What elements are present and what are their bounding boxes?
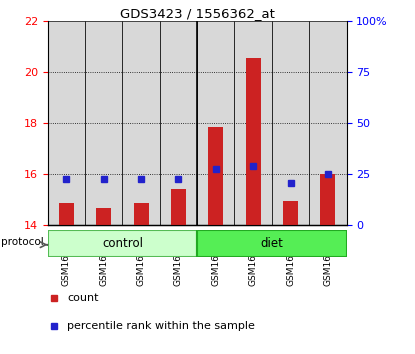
Bar <box>96 208 111 225</box>
Text: diet: diet <box>260 237 283 250</box>
Text: protocol: protocol <box>1 237 44 247</box>
Title: GDS3423 / 1556362_at: GDS3423 / 1556362_at <box>120 7 275 20</box>
Text: count: count <box>67 292 99 303</box>
Bar <box>85 21 122 225</box>
Bar <box>272 21 309 225</box>
Bar <box>283 201 298 225</box>
Text: control: control <box>102 237 143 250</box>
Bar <box>160 21 197 225</box>
Bar <box>48 21 85 225</box>
Text: percentile rank within the sample: percentile rank within the sample <box>67 320 255 331</box>
Bar <box>234 21 272 225</box>
Bar <box>171 189 186 225</box>
Bar <box>320 174 335 225</box>
Bar <box>309 21 347 225</box>
Bar <box>59 203 74 225</box>
FancyBboxPatch shape <box>197 230 347 257</box>
Bar <box>122 21 160 225</box>
FancyBboxPatch shape <box>48 230 197 257</box>
Bar <box>197 21 234 225</box>
Bar <box>246 58 261 225</box>
Bar <box>208 127 223 225</box>
Bar <box>134 203 149 225</box>
